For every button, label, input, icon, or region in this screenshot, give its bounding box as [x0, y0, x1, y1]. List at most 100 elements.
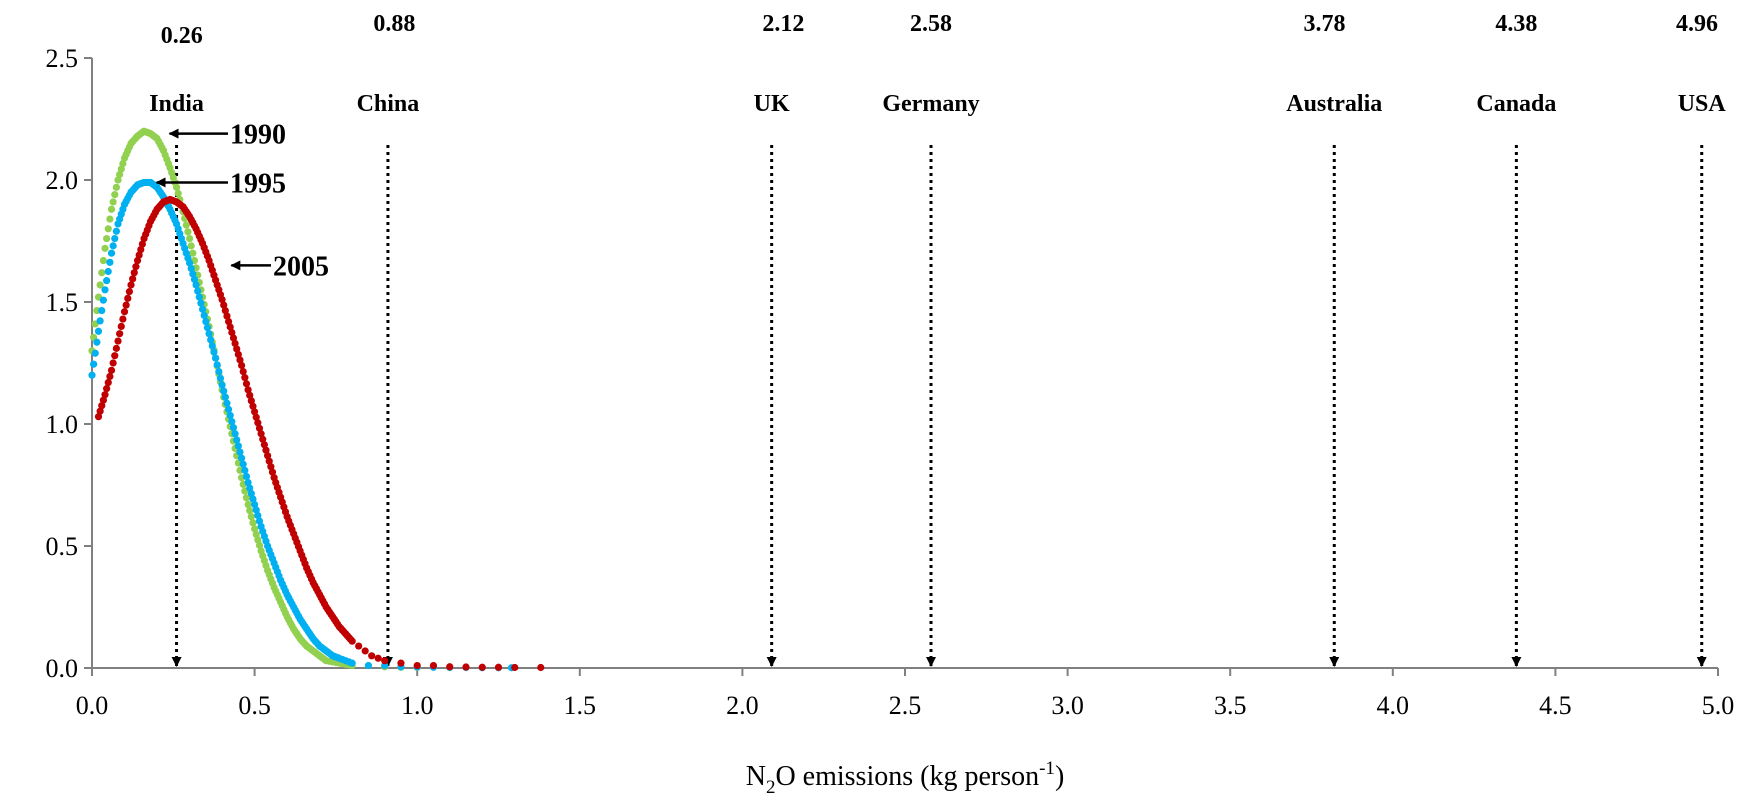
data-point [236, 448, 244, 456]
axes: 0.0 0.5 1.0 1.5 2.0 2.5 0.0 0.5 1.0 1.5 2.0 2.5 3.0 3… [46, 44, 1735, 720]
data-point [223, 399, 231, 407]
country-value-label: 0.88 [373, 11, 415, 37]
country-value-label: 2.12 [762, 11, 804, 37]
data-point [228, 328, 236, 337]
data-point [104, 267, 112, 276]
x-axis-title: N2O emissions (kg person-1) [746, 758, 1065, 797]
data-point [220, 387, 228, 395]
data-point [368, 652, 376, 660]
data-point [218, 381, 226, 389]
data-point [259, 435, 267, 443]
data-point [355, 642, 363, 650]
country-label: India [149, 91, 204, 117]
y-tick-label: 2.0 [46, 166, 79, 195]
x-title-superscript: -1 [1039, 758, 1055, 779]
country-value-label: 3.78 [1304, 11, 1346, 37]
data-point [112, 344, 120, 352]
data-point [244, 386, 252, 394]
data-point [478, 663, 486, 671]
data-point [109, 359, 117, 367]
data-point [207, 336, 215, 344]
data-point [187, 264, 195, 273]
data-point [215, 367, 223, 376]
data-point [104, 225, 112, 233]
data-point [187, 242, 195, 250]
data-point [374, 654, 382, 662]
data-point [185, 259, 194, 267]
data-point [251, 525, 259, 533]
data-point [112, 183, 120, 191]
scatter-plot-area [88, 127, 545, 672]
data-point [241, 466, 249, 474]
x-tick-label: 5.0 [1702, 691, 1735, 720]
data-point [96, 317, 104, 325]
data-point [94, 327, 103, 335]
data-point [192, 281, 200, 289]
data-point [174, 189, 182, 198]
data-point [195, 293, 203, 301]
data-point [96, 281, 104, 289]
data-point [203, 324, 212, 332]
data-point [184, 228, 192, 236]
data-point [101, 286, 109, 294]
data-point [254, 536, 262, 544]
data-point [93, 338, 101, 346]
data-point [249, 495, 257, 503]
data-point [117, 322, 125, 330]
data-point [116, 330, 124, 338]
data-point [265, 457, 273, 465]
data-point [348, 637, 356, 645]
data-point [268, 468, 277, 476]
data-point [172, 183, 181, 191]
data-point [116, 170, 124, 179]
data-point [218, 295, 226, 304]
data-point [106, 215, 114, 223]
data-point [194, 287, 202, 295]
data-point [109, 198, 117, 206]
x-tick-label: 0.0 [76, 691, 109, 720]
data-point [361, 647, 369, 655]
data-point [246, 507, 254, 515]
data-point [198, 305, 207, 313]
data-point [413, 661, 421, 670]
data-point [122, 301, 130, 309]
data-point [101, 391, 109, 399]
data-point [494, 663, 503, 671]
data-point [231, 430, 239, 438]
y-tick-label: 1.5 [46, 288, 79, 317]
data-point [247, 397, 255, 405]
data-point [107, 249, 116, 257]
data-point [114, 337, 122, 345]
data-point [242, 494, 251, 502]
data-point [233, 436, 241, 444]
data-point [106, 372, 114, 381]
x-tick-label: 1.5 [564, 691, 597, 720]
data-point [234, 442, 242, 450]
country-value-label: 4.38 [1495, 11, 1537, 37]
data-point [119, 159, 127, 168]
data-point [109, 242, 117, 250]
data-point [511, 663, 519, 672]
data-point [114, 176, 122, 184]
data-point [221, 393, 229, 401]
data-point [111, 234, 119, 243]
data-point [234, 350, 242, 359]
data-point [101, 244, 109, 252]
x-tick-label: 4.0 [1377, 691, 1410, 720]
data-point [247, 513, 255, 521]
country-label: Germany [882, 91, 979, 117]
data-point [244, 478, 252, 487]
data-point [99, 296, 107, 304]
data-point [197, 299, 205, 307]
data-point [137, 245, 145, 254]
data-point [125, 288, 133, 296]
data-point [112, 227, 120, 235]
data-point [205, 330, 213, 338]
data-point [237, 361, 246, 370]
data-point [254, 419, 262, 427]
data-point [229, 424, 238, 432]
data-point [264, 452, 272, 460]
data-point [228, 417, 236, 426]
data-point [111, 191, 119, 199]
data-point [229, 334, 238, 342]
